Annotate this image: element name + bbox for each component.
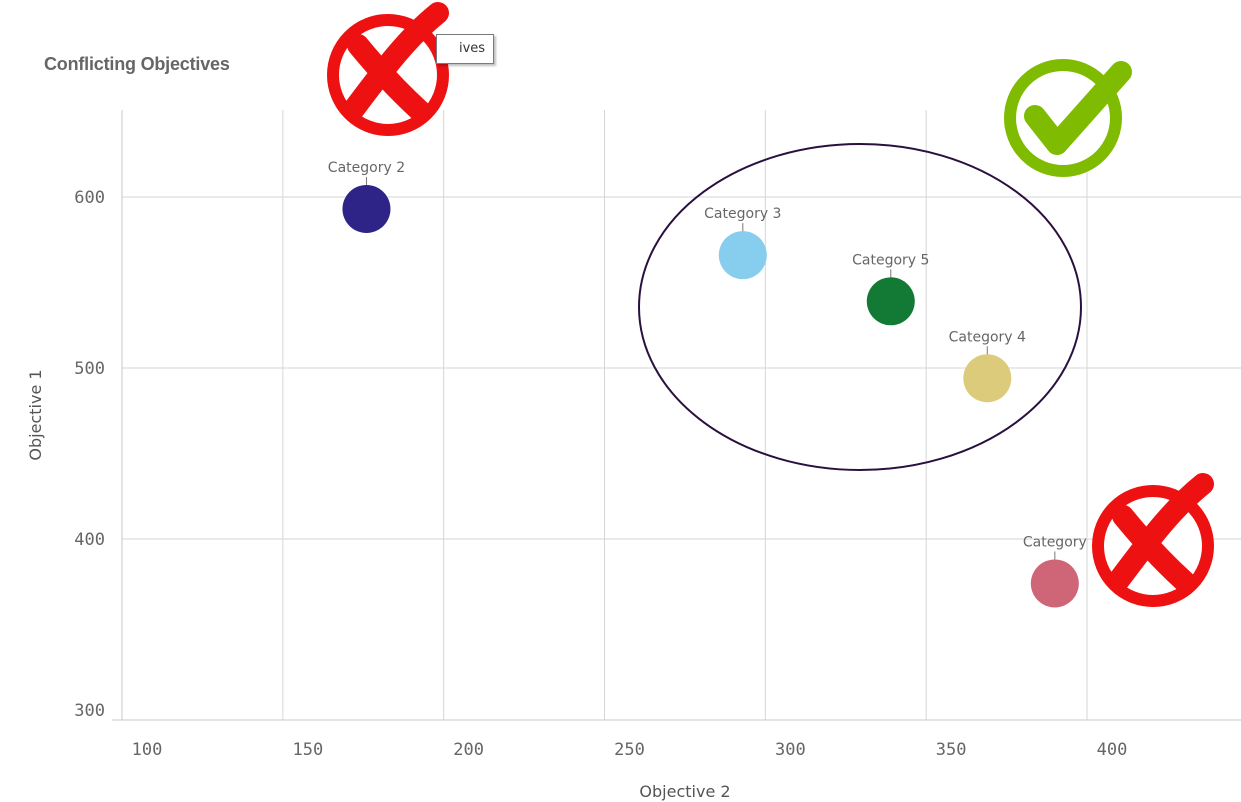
- data-point[interactable]: [866, 277, 915, 326]
- x-tick-label: 200: [453, 740, 484, 760]
- data-point[interactable]: [1030, 559, 1079, 608]
- data-points: [342, 184, 1079, 608]
- data-point-label: Category: [1023, 534, 1087, 550]
- data-point[interactable]: [342, 184, 391, 233]
- chart-title: Conflicting Objectives: [44, 54, 230, 74]
- x-tick-label: 250: [614, 740, 645, 760]
- y-tick-label: 500: [74, 359, 105, 379]
- data-point-label: Category 5: [852, 252, 929, 268]
- data-point[interactable]: [718, 231, 767, 280]
- data-point[interactable]: [963, 354, 1012, 403]
- y-tick-label: 400: [74, 530, 105, 550]
- data-labels: Category 2 Category 3 Category 5 Category 4…: [328, 160, 1087, 560]
- x-tick-label: 150: [292, 740, 323, 760]
- data-point-label: Category 2: [328, 160, 405, 176]
- y-tick-label: 300: [74, 701, 105, 721]
- axes: [112, 110, 1241, 721]
- tooltip: ives: [436, 34, 495, 64]
- y-axis-label: Objective 1: [26, 369, 45, 460]
- tick-labels: 100150200250300350400450300400500600: [74, 188, 1128, 760]
- red-cross-icon: [327, 2, 449, 136]
- x-tick-label: 400: [1097, 740, 1128, 760]
- green-check-icon: [1004, 59, 1132, 177]
- x-tick-label: 350: [936, 740, 967, 760]
- data-point-label: Category 4: [949, 329, 1026, 345]
- data-point-label: Category 3: [704, 206, 781, 222]
- x-axis-label: Objective 2: [639, 782, 730, 801]
- x-tick-label: 300: [775, 740, 806, 760]
- red-cross-icon: [1092, 473, 1214, 607]
- y-tick-label: 600: [74, 188, 105, 208]
- grid-lines: [122, 110, 1241, 720]
- x-tick-label: 100: [132, 740, 163, 760]
- highlight-ellipse: [638, 143, 1082, 471]
